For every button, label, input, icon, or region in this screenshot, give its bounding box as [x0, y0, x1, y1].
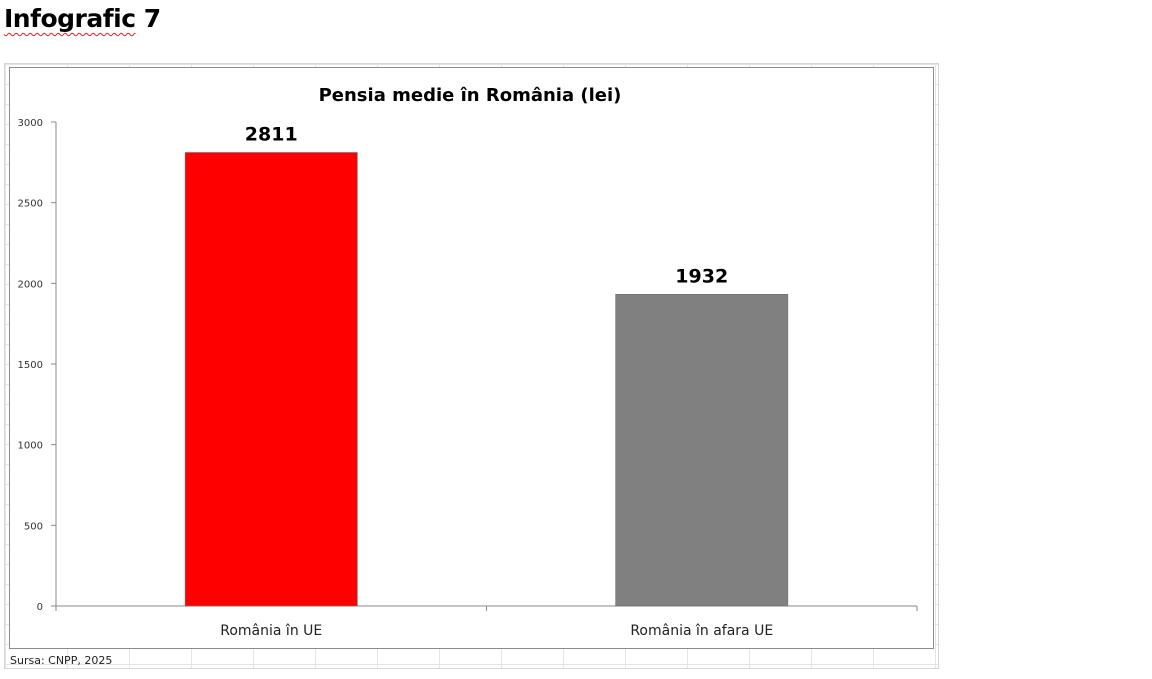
data-label: 2811 — [245, 123, 298, 145]
bars — [184, 152, 789, 607]
y-tick-label: 1000 — [18, 441, 43, 452]
data-label: 1932 — [675, 265, 728, 287]
chart-title: Pensia medie în România (lei) — [319, 85, 622, 106]
y-tick-label: 0 — [37, 602, 43, 613]
heading-number: 7 — [143, 4, 161, 33]
bar — [184, 152, 358, 607]
data-labels: 2811 1932 — [245, 123, 728, 287]
x-category-label: România în afara UE — [630, 623, 773, 639]
y-tick-label: 2500 — [18, 199, 43, 210]
y-tick-label: 500 — [24, 521, 43, 532]
page-heading: Infografic 7 — [4, 4, 161, 33]
x-axis: România în UE România în afara UE — [55, 605, 918, 639]
x-category-label: România în UE — [220, 623, 322, 639]
source-note: Sursa: CNPP, 2025 — [10, 654, 113, 667]
y-axis: 0 500 1000 1500 2000 2500 3000 — [18, 118, 57, 613]
y-tick-label: 2000 — [18, 279, 43, 290]
heading-word: Infografic — [4, 4, 136, 33]
bar — [615, 294, 789, 607]
y-tick-label: 3000 — [18, 118, 43, 129]
y-tick-label: 1500 — [18, 360, 43, 371]
